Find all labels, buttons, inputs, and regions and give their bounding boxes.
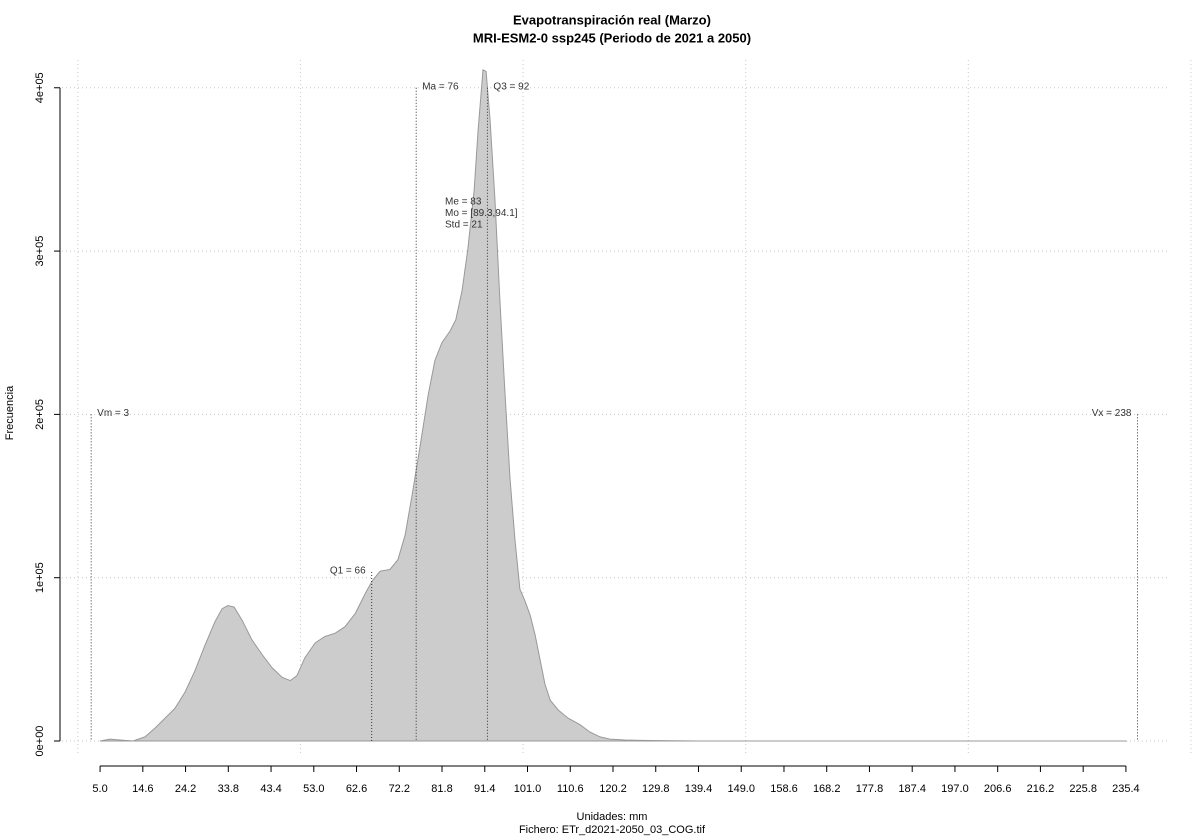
x-tick-label: 139.4 <box>685 783 713 795</box>
stat-label: Ma = 76 <box>422 81 459 92</box>
chart-subtitle: MRI-ESM2-0 ssp245 (Periodo de 2021 a 205… <box>473 30 751 45</box>
x-tick-label: 53.0 <box>303 783 324 795</box>
x-tick-label: 197.0 <box>941 783 969 795</box>
y-tick-label: 0e+00 <box>34 726 46 757</box>
x-tick-label: 91.4 <box>474 783 495 795</box>
x-tick-label: 43.4 <box>260 783 281 795</box>
y-tick-label: 4e+05 <box>34 72 46 103</box>
x-tick-label: 101.0 <box>514 783 542 795</box>
density-area <box>99 69 1128 742</box>
x-axis-label: Unidades: mm <box>577 811 648 823</box>
stat-text: Me = 83 <box>445 197 482 208</box>
x-tick-label: 62.6 <box>346 783 367 795</box>
stat-label: Q3 = 92 <box>493 81 529 92</box>
stat-label: Q1 = 66 <box>330 566 366 577</box>
y-axis-label: Frecuencia <box>4 385 16 440</box>
x-tick-label: 187.4 <box>898 783 926 795</box>
x-tick-label: 158.6 <box>770 783 798 795</box>
stat-text: Mo = [89.3,94.1] <box>445 208 518 219</box>
x-tick-label: 120.2 <box>599 783 627 795</box>
x-tick-label: 225.8 <box>1069 783 1097 795</box>
x-tick-label: 14.6 <box>132 783 153 795</box>
stat-label: Vx = 238 <box>1092 408 1132 419</box>
x-tick-label: 168.2 <box>813 783 841 795</box>
file-label: Fichero: ETr_d2021-2050_03_COG.tif <box>519 824 706 836</box>
x-tick-label: 177.8 <box>856 783 884 795</box>
stat-label: Vm = 3 <box>97 408 129 419</box>
stat-text: Std = 21 <box>445 220 483 231</box>
chart-title: Evapotranspiración real (Marzo) <box>513 12 711 27</box>
x-tick-label: 33.8 <box>218 783 239 795</box>
y-tick-label: 1e+05 <box>34 562 46 593</box>
x-tick-label: 110.6 <box>557 783 584 795</box>
x-tick-label: 72.2 <box>389 783 410 795</box>
x-tick-label: 235.4 <box>1112 783 1140 795</box>
x-tick-label: 24.2 <box>175 783 196 795</box>
x-tick-label: 81.8 <box>431 783 452 795</box>
x-tick-label: 5.0 <box>92 783 107 795</box>
y-tick-label: 3e+05 <box>34 236 46 267</box>
y-tick-label: 2e+05 <box>34 399 46 430</box>
x-tick-label: 149.0 <box>727 783 755 795</box>
x-tick-label: 216.2 <box>1027 783 1055 795</box>
x-tick-label: 129.8 <box>642 783 670 795</box>
x-tick-label: 206.6 <box>984 783 1012 795</box>
